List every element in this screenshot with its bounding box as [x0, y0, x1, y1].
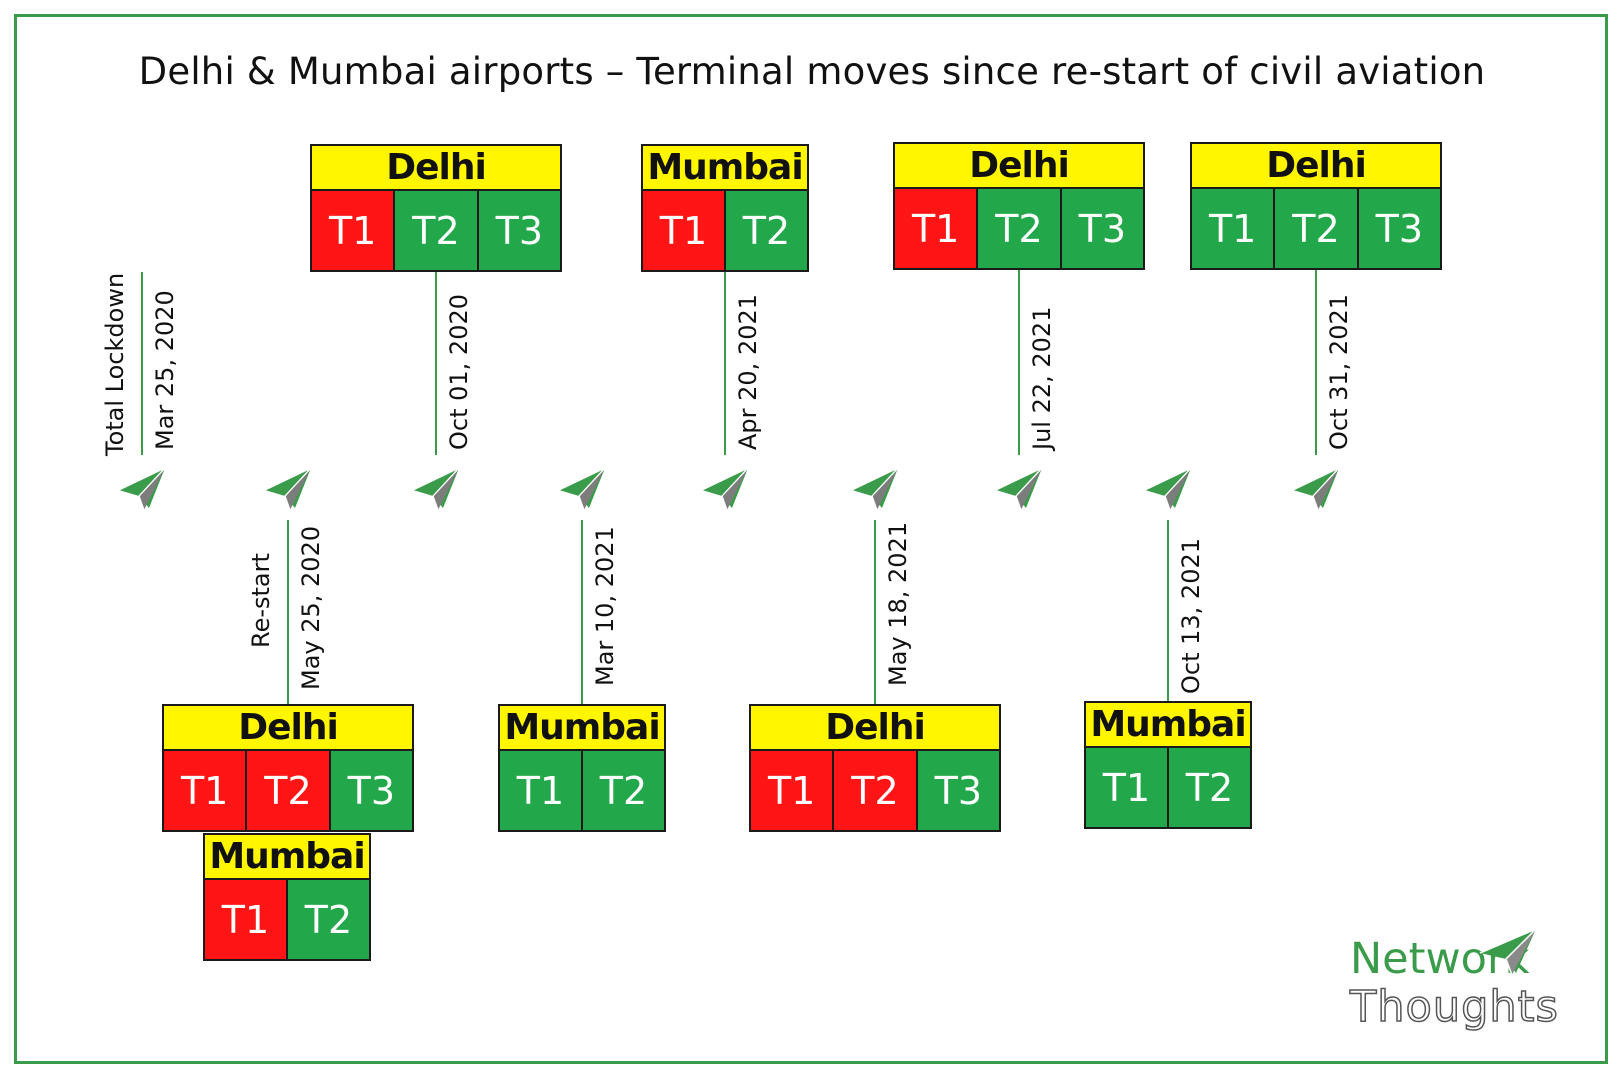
timeline-connector — [581, 520, 583, 705]
logo-line1: Network — [1350, 934, 1530, 984]
event-date: Jul 22, 2021 — [1028, 306, 1056, 450]
diagram-frame — [14, 14, 1608, 1064]
paper-plane-icon — [118, 467, 166, 510]
timeline-connector — [141, 272, 143, 455]
airport-name: Mumbai — [643, 146, 807, 191]
timeline-connector — [287, 520, 289, 705]
terminal-t2-open: T2 — [288, 880, 369, 959]
airport-name: Mumbai — [500, 706, 664, 751]
timeline-connector — [874, 520, 876, 705]
terminal-row: T1 T2 T3 — [1192, 189, 1440, 268]
paper-plane-icon — [701, 467, 749, 510]
paper-plane-icon — [558, 467, 606, 510]
event-date: Oct 31, 2021 — [1325, 294, 1353, 450]
timeline-connector — [1018, 270, 1020, 455]
paper-plane-icon — [1144, 467, 1192, 510]
event-date: May 18, 2021 — [884, 521, 912, 686]
event-date: Apr 20, 2021 — [734, 293, 762, 450]
terminal-t3-open: T3 — [1061, 189, 1143, 268]
terminal-t2-closed: T2 — [834, 751, 918, 830]
terminal-t1-closed: T1 — [643, 191, 726, 270]
terminal-t2-closed: T2 — [247, 751, 331, 830]
airport-name: Delhi — [895, 144, 1143, 189]
event-date: Oct 01, 2020 — [445, 294, 473, 450]
event-date: Oct 13, 2021 — [1177, 538, 1205, 694]
terminal-row: T1 T2 T3 — [751, 751, 999, 830]
paper-plane-icon — [851, 467, 899, 510]
paper-plane-icon — [412, 467, 460, 510]
terminal-t1-open: T1 — [1086, 748, 1169, 827]
terminal-t2-open: T2 — [1169, 748, 1250, 827]
terminal-t1-open: T1 — [1192, 189, 1276, 268]
event-note: Total Lockdown — [101, 272, 129, 456]
terminal-box-delhi: Delhi T1 T2 T3 — [1190, 142, 1442, 270]
terminal-box-mumbai: Mumbai T1 T2 — [498, 704, 666, 832]
paper-plane-icon — [1292, 467, 1340, 510]
terminal-t1-closed: T1 — [312, 191, 396, 270]
terminal-row: T1 T2 — [643, 191, 807, 270]
airport-name: Delhi — [751, 706, 999, 751]
airport-name: Mumbai — [205, 835, 369, 880]
terminal-t3-open: T3 — [330, 751, 412, 830]
terminal-t3-open: T3 — [478, 191, 560, 270]
network-thoughts-logo: Network Thoughts — [1349, 928, 1559, 1032]
diagram-title: Delhi & Mumbai airports – Terminal moves… — [138, 50, 1486, 93]
terminal-box-mumbai: Mumbai T1 T2 — [203, 833, 371, 961]
timeline-connector — [435, 272, 437, 455]
terminal-box-mumbai: Mumbai T1 T2 — [1084, 701, 1252, 829]
terminal-row: T1 T2 T3 — [164, 751, 412, 830]
terminal-t1-closed: T1 — [895, 189, 979, 268]
airport-name: Delhi — [312, 146, 560, 191]
paper-plane-icon — [264, 467, 312, 510]
terminal-box-delhi: Delhi T1 T2 T3 — [162, 704, 414, 832]
terminal-t2-open: T2 — [1275, 189, 1359, 268]
timeline-connector — [1315, 270, 1317, 455]
terminal-row: T1 T2 — [500, 751, 664, 830]
paper-plane-icon — [995, 467, 1043, 510]
paper-plane-icon — [1479, 928, 1537, 976]
terminal-t1-closed: T1 — [205, 880, 288, 959]
terminal-t3-open: T3 — [1358, 189, 1440, 268]
terminal-t1-closed: T1 — [164, 751, 248, 830]
terminal-box-mumbai: Mumbai T1 T2 — [641, 144, 809, 272]
airport-name: Mumbai — [1086, 703, 1250, 748]
terminal-t2-open: T2 — [395, 191, 479, 270]
event-date: Mar 10, 2021 — [591, 526, 619, 686]
terminal-t1-closed: T1 — [751, 751, 835, 830]
terminal-t3-open: T3 — [917, 751, 999, 830]
terminal-box-delhi: Delhi T1 T2 T3 — [749, 704, 1001, 832]
event-date: Mar 25, 2020 — [151, 290, 179, 450]
terminal-row: T1 T2 T3 — [312, 191, 560, 270]
terminal-t2-open: T2 — [978, 189, 1062, 268]
timeline-connector — [1167, 520, 1169, 702]
terminal-t1-open: T1 — [500, 751, 583, 830]
event-note: Re-start — [247, 553, 275, 648]
terminal-t2-open: T2 — [726, 191, 807, 270]
terminal-row: T1 T2 — [1086, 748, 1250, 827]
event-date: May 25, 2020 — [297, 525, 325, 690]
airport-name: Delhi — [1192, 144, 1440, 189]
terminal-row: T1 T2 — [205, 880, 369, 959]
terminal-t2-open: T2 — [583, 751, 664, 830]
terminal-row: T1 T2 T3 — [895, 189, 1143, 268]
terminal-box-delhi: Delhi T1 T2 T3 — [893, 142, 1145, 270]
terminal-box-delhi: Delhi T1 T2 T3 — [310, 144, 562, 272]
airport-name: Delhi — [164, 706, 412, 751]
logo-line2: Thoughts — [1349, 982, 1559, 1032]
timeline-connector — [724, 272, 726, 455]
